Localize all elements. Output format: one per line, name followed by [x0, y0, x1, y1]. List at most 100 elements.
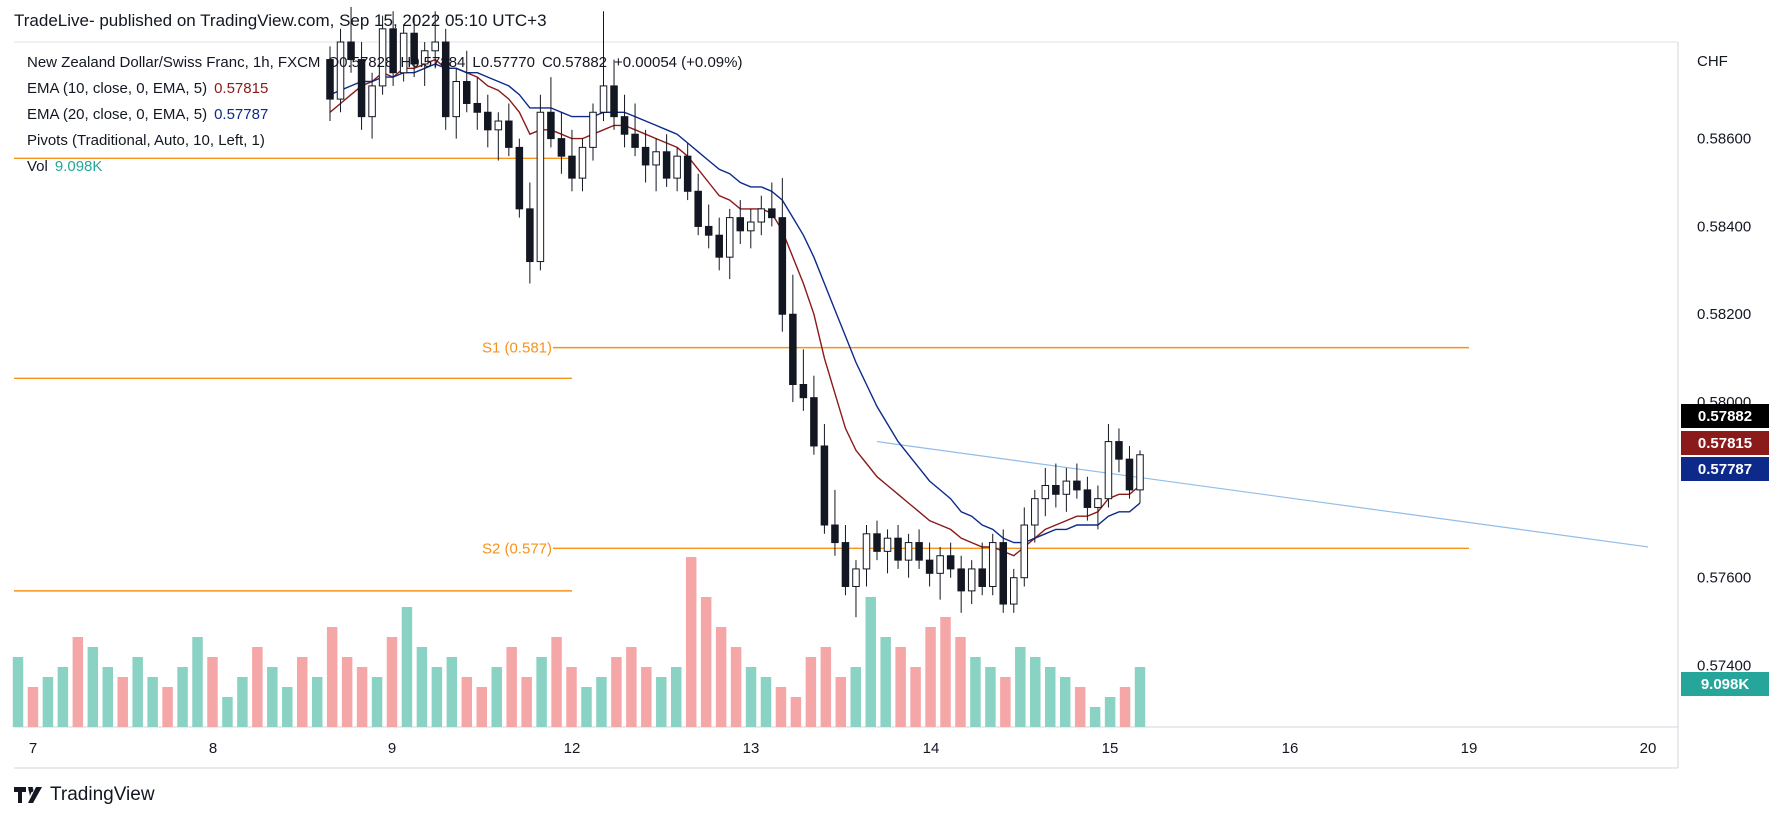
- candle-body: [704, 225, 713, 236]
- pivot-label-4: S2 (0.577): [482, 540, 552, 557]
- candle: [925, 542, 934, 587]
- candle: [1010, 568, 1018, 613]
- volume-bar: [850, 667, 861, 727]
- volume-bar: [1089, 707, 1101, 727]
- volume-bar: [895, 647, 906, 727]
- badge-ema10: 0.57815: [1681, 431, 1769, 455]
- candle: [505, 103, 513, 157]
- candle: [484, 94, 492, 148]
- candle-body: [410, 32, 418, 65]
- candle: [799, 349, 808, 411]
- volume-bar: [42, 677, 54, 727]
- volume-bar: [222, 697, 233, 727]
- pivot-label-3: S1 (0.581): [482, 340, 552, 357]
- ema20-line: [329, 63, 1141, 544]
- candle-body: [946, 555, 955, 570]
- candle: [652, 138, 660, 192]
- badge-box: [1681, 431, 1769, 455]
- candle-body: [357, 59, 366, 118]
- candle-body: [789, 313, 797, 385]
- volume-bar: [192, 637, 203, 727]
- tradingview-logo-icon: [14, 787, 42, 803]
- volume-bar: [656, 677, 667, 727]
- candle-body: [526, 208, 534, 263]
- legend-pivots[interactable]: Pivots (Traditional, Auto, 10, Left, 1): [27, 132, 272, 150]
- candle: [1115, 428, 1123, 473]
- legend-volume[interactable]: Vol 9.098K: [27, 158, 109, 176]
- candle-body: [389, 28, 397, 74]
- volume-bar: [596, 677, 607, 727]
- badge-box: [1681, 672, 1769, 696]
- candle-body: [431, 41, 439, 52]
- chart-frame: [14, 41, 1679, 769]
- footer-brand[interactable]: TradingView: [14, 784, 155, 806]
- volume-bar: [416, 647, 428, 727]
- candle: [768, 182, 776, 227]
- volume-bar: [297, 657, 308, 727]
- volume-bar: [267, 667, 278, 727]
- volume-bar: [551, 637, 562, 727]
- badge-ema20: 0.57787: [1681, 457, 1769, 481]
- volume-bar: [641, 667, 652, 727]
- volume-bar: [611, 657, 622, 727]
- candle: [462, 50, 471, 113]
- candle: [631, 103, 639, 157]
- candle-body: [568, 155, 576, 179]
- candle-body: [1052, 484, 1060, 495]
- candle-body: [1041, 484, 1050, 500]
- candle: [610, 59, 618, 130]
- candle: [883, 529, 892, 574]
- candle-body: [883, 537, 892, 552]
- candle-body: [473, 102, 482, 113]
- candle: [431, 11, 439, 69]
- candle-body: [810, 397, 818, 447]
- trendline-line: [876, 440, 1649, 548]
- volume-bar: [491, 667, 502, 727]
- candle-body: [694, 190, 702, 227]
- volume-bar: [87, 647, 99, 727]
- volume-bar: [72, 637, 84, 727]
- ema-lines: [329, 58, 1141, 557]
- candle-body: [452, 81, 460, 118]
- candle-body: [683, 155, 692, 192]
- candle: [1031, 489, 1039, 543]
- candle: [747, 208, 755, 249]
- candle-body: [368, 85, 376, 118]
- volume-bar: [970, 657, 981, 727]
- candle-body: [1083, 489, 1092, 508]
- candle-body: [1115, 441, 1123, 460]
- time-tick-15: 15: [1102, 740, 1119, 757]
- volume-bar: [745, 667, 757, 727]
- candle: [347, 6, 355, 73]
- price-badges: 0.57882 0.57815 0.57787 9.098K: [1681, 404, 1769, 696]
- volume-bar: [341, 657, 353, 727]
- candle: [967, 560, 976, 605]
- candle: [936, 546, 944, 600]
- candle-body: [936, 555, 944, 574]
- volume-bar: [835, 677, 847, 727]
- candle: [757, 195, 766, 236]
- candle-body: [747, 221, 755, 232]
- volume-bar: [102, 667, 113, 727]
- volume-bar: [566, 667, 577, 727]
- legend-ema20[interactable]: EMA (20, close, 0, EMA, 5) 0.57787: [27, 106, 275, 124]
- candle-body: [336, 41, 345, 100]
- volume-bar: [685, 557, 697, 727]
- ohlc-close: C0.57882: [541, 54, 608, 71]
- legend-symbol[interactable]: New Zealand Dollar/Swiss Franc, 1h, FXCM…: [27, 54, 749, 72]
- price-axis[interactable]: CHF 0.586000.584000.582000.580000.576000…: [1697, 53, 1751, 675]
- volume-bar: [626, 647, 637, 727]
- volume-bar: [476, 687, 487, 727]
- candle-body: [326, 59, 334, 100]
- candle: [789, 274, 797, 403]
- candle: [326, 46, 334, 122]
- candle-body: [768, 208, 776, 219]
- legend-ema10[interactable]: EMA (10, close, 0, EMA, 5) 0.57815: [27, 80, 275, 98]
- time-axis[interactable]: 7 8 9 12 13 14 15 16 19 20: [29, 740, 1657, 757]
- candle: [557, 112, 566, 174]
- volume-bar: [57, 667, 69, 727]
- ohlc-open: O0.57828: [327, 54, 394, 71]
- volume-bar: [162, 687, 173, 727]
- candle-body: [841, 542, 850, 587]
